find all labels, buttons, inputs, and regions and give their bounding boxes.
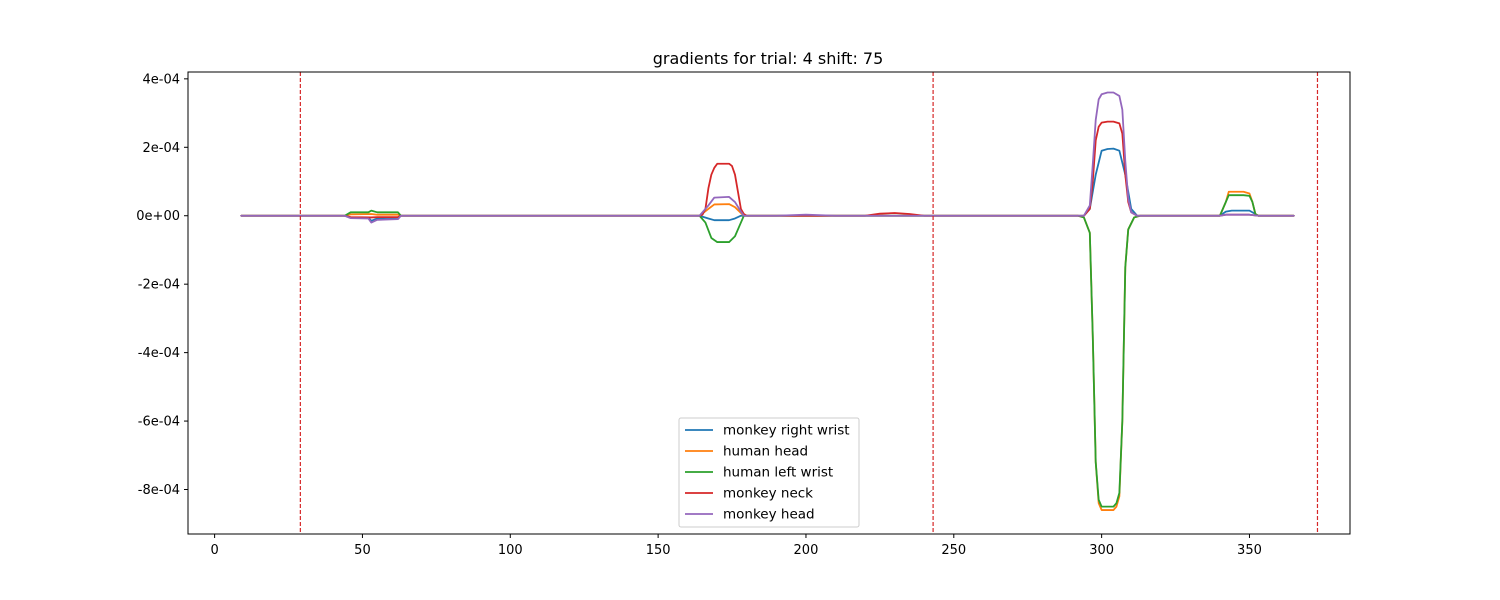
x-tick-label: 300 [1089,543,1114,558]
series-line-human-left-wrist [240,194,1295,508]
legend-label: monkey neck [723,486,813,502]
y-tick-label: -8e-04 [138,483,180,498]
y-tick-label: -4e-04 [138,346,180,361]
y-tick-label: -2e-04 [138,278,180,293]
y-tick-label: -6e-04 [138,415,180,430]
series-line-monkey-neck [240,120,1295,219]
series-line-monkey-right-wrist [240,147,1295,222]
x-tick-label: 50 [354,543,371,558]
legend: monkey right wrist human head human left w… [678,417,860,528]
x-tick-label: 100 [498,543,523,558]
chart-title: gradients for trial: 4 shift: 75 [653,49,884,68]
series-line-monkey-head [240,91,1295,224]
y-tick-label: 0e+00 [136,209,180,224]
legend-label: human head [723,444,808,460]
x-tick-label: 200 [794,543,819,558]
legend-label: human left wrist [723,465,833,481]
y-tick-label: 2e-04 [142,141,180,156]
y-tick-label: 4e-04 [142,72,180,87]
x-tick-label: 150 [646,543,671,558]
legend-label: monkey head [723,507,815,523]
x-tick-label: 250 [941,543,966,558]
x-tick-label: 350 [1237,543,1262,558]
legend-box [678,417,860,528]
plot-area-frame [187,71,1351,535]
x-tick-label: 0 [210,543,218,558]
legend-label: monkey right wrist [723,423,850,439]
